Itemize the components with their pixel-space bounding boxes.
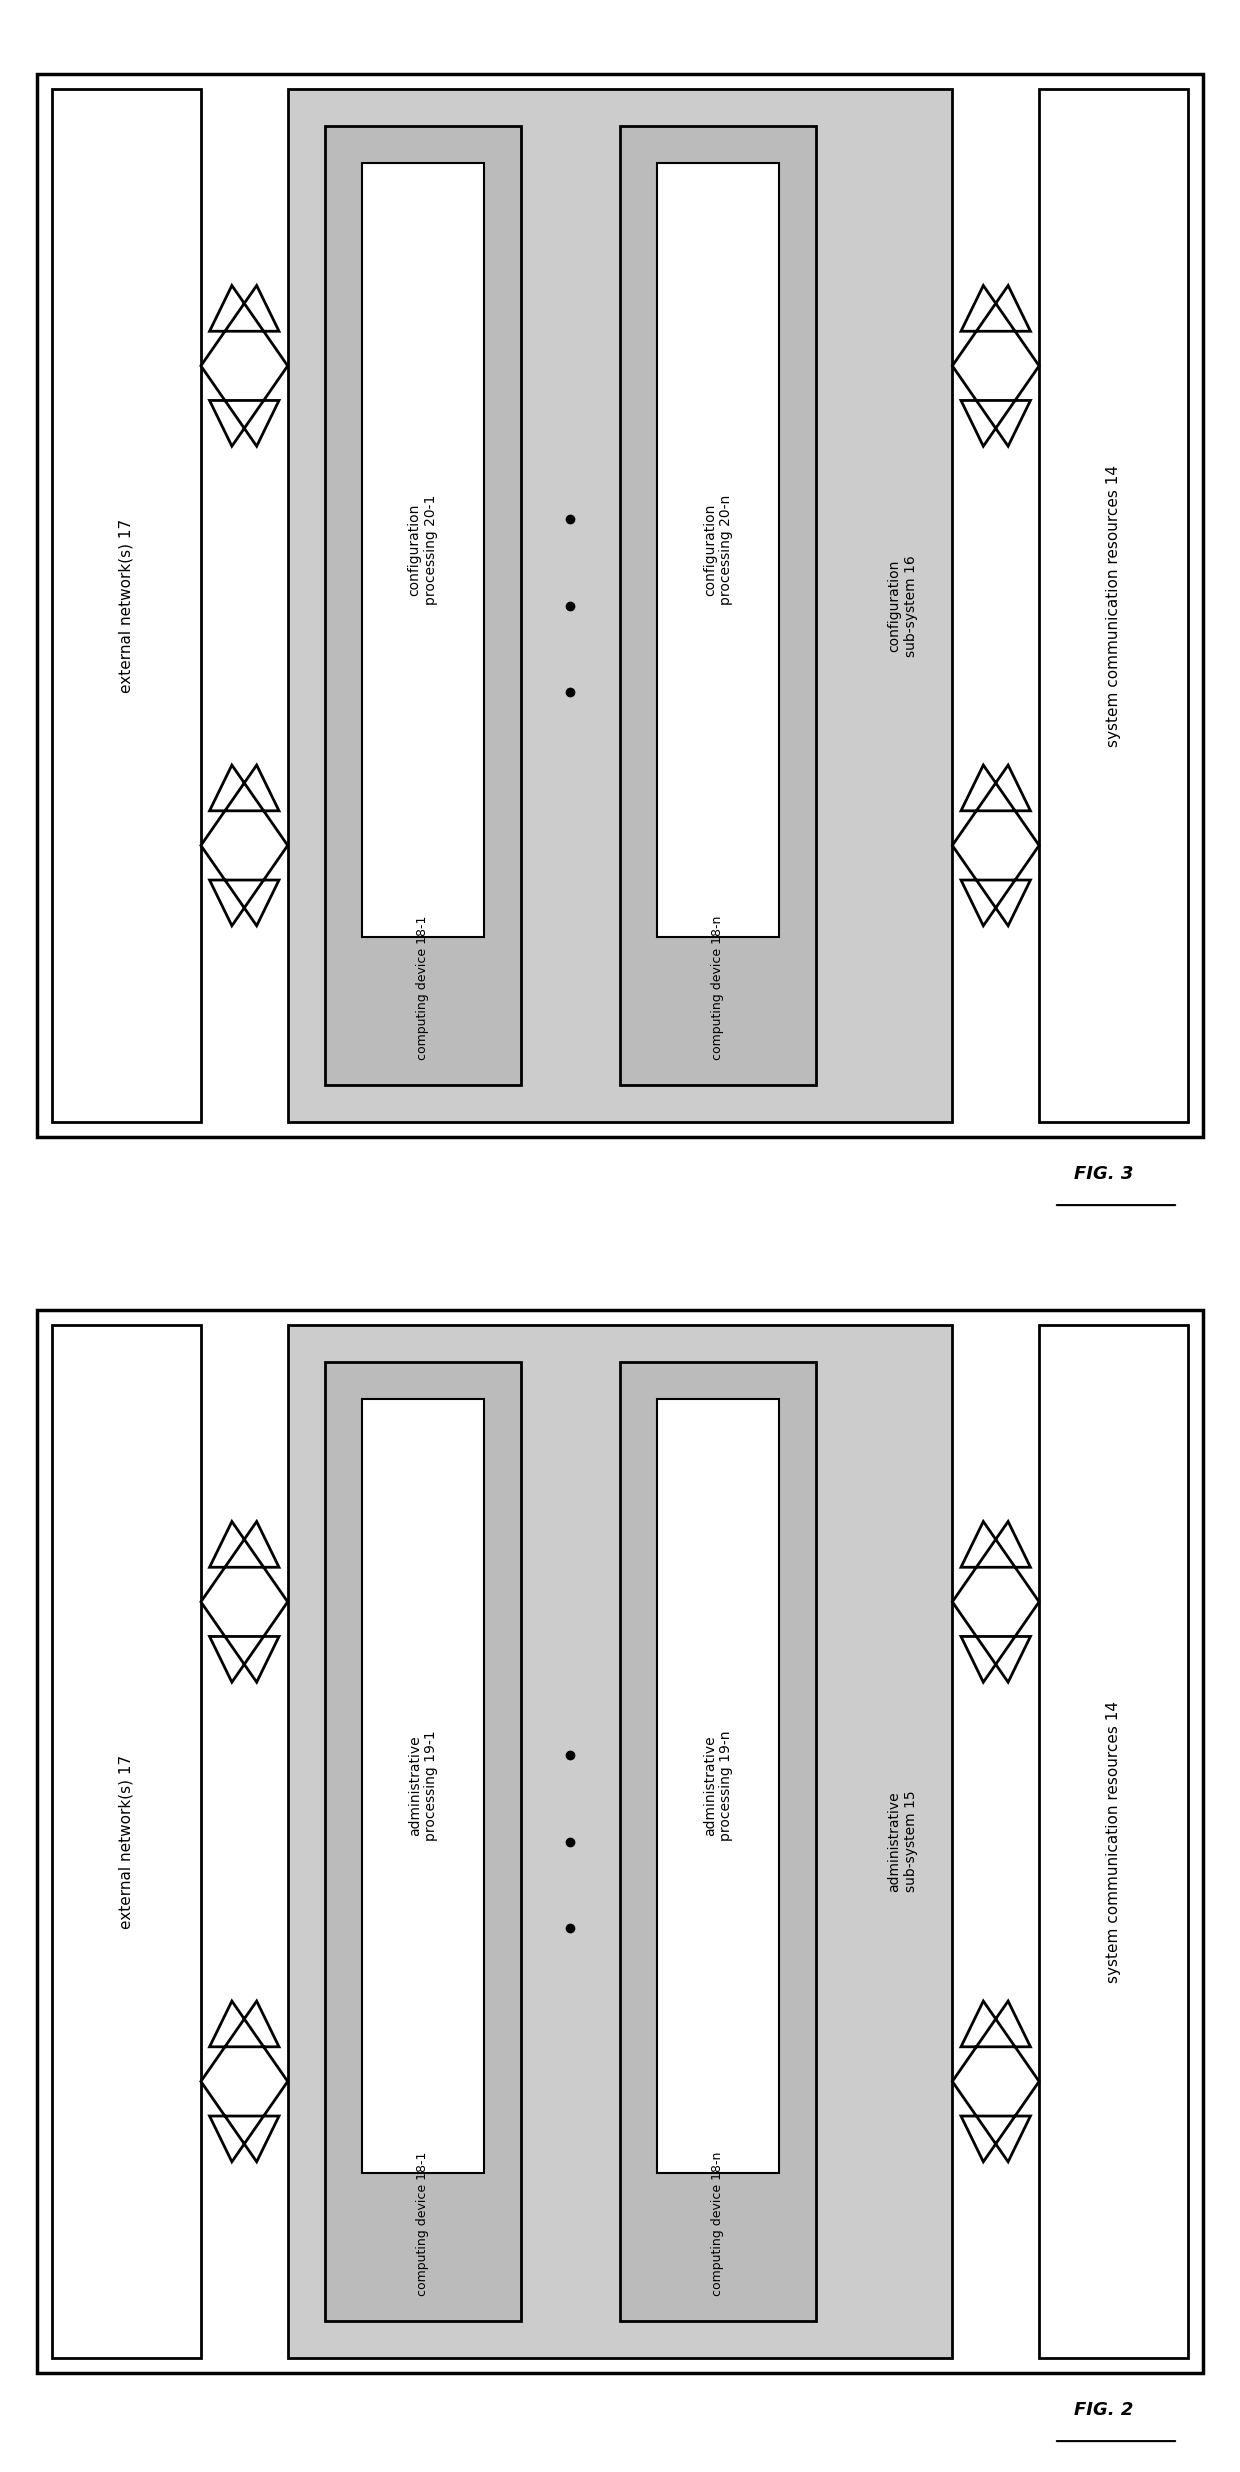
Text: FIG. 2: FIG. 2: [1074, 2400, 1133, 2420]
Text: computing device 18-n: computing device 18-n: [712, 917, 724, 1060]
Bar: [620, 126, 816, 1085]
Text: configuration
processing 20-1: configuration processing 20-1: [408, 494, 438, 606]
Bar: [1039, 1325, 1188, 2358]
Bar: [620, 1362, 816, 2321]
Bar: [325, 1362, 521, 2321]
Text: external network(s) 17: external network(s) 17: [119, 519, 134, 692]
Bar: [362, 163, 484, 937]
Text: external network(s) 17: external network(s) 17: [119, 1755, 134, 1928]
Text: administrative
sub-system 15: administrative sub-system 15: [888, 1790, 918, 1894]
Bar: [37, 74, 1203, 1137]
Polygon shape: [201, 1520, 288, 1681]
Polygon shape: [952, 1520, 1039, 1681]
Bar: [288, 89, 952, 1122]
Bar: [657, 1399, 779, 2173]
Text: system communication resources 14: system communication resources 14: [1106, 1701, 1121, 1983]
Polygon shape: [952, 766, 1039, 927]
Text: configuration
processing 20-n: configuration processing 20-n: [703, 494, 733, 606]
Polygon shape: [952, 284, 1039, 445]
Polygon shape: [952, 2002, 1039, 2161]
Bar: [37, 1310, 1203, 2373]
Polygon shape: [201, 766, 288, 927]
Polygon shape: [201, 284, 288, 445]
Bar: [288, 1325, 952, 2358]
Bar: [657, 163, 779, 937]
Bar: [362, 1399, 484, 2173]
Text: computing device 18-1: computing device 18-1: [417, 917, 429, 1060]
Bar: [52, 89, 201, 1122]
Text: computing device 18-1: computing device 18-1: [417, 2153, 429, 2296]
Text: system communication resources 14: system communication resources 14: [1106, 465, 1121, 747]
Bar: [52, 1325, 201, 2358]
Polygon shape: [201, 2002, 288, 2161]
Bar: [1039, 89, 1188, 1122]
Text: computing device 18-n: computing device 18-n: [712, 2153, 724, 2296]
Text: configuration
sub-system 16: configuration sub-system 16: [888, 554, 918, 658]
Text: administrative
processing 19-n: administrative processing 19-n: [703, 1730, 733, 1842]
Text: administrative
processing 19-1: administrative processing 19-1: [408, 1730, 438, 1842]
Bar: [325, 126, 521, 1085]
Text: FIG. 3: FIG. 3: [1074, 1164, 1133, 1184]
